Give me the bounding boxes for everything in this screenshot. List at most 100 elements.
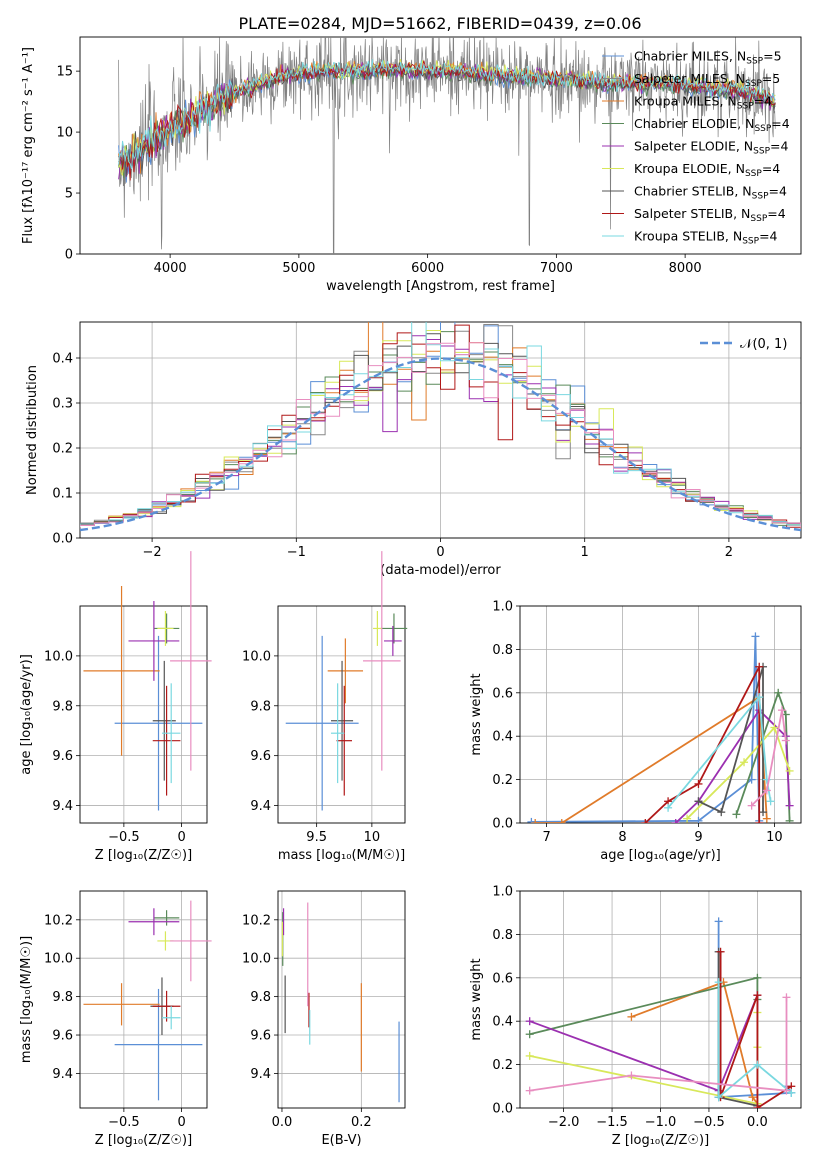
spectrum-model-line [118,59,776,170]
legend-label: Kroupa ELODIE, NSSP=4 [634,161,780,179]
plus-marker [694,797,703,806]
x-tick-label: −1 [287,545,306,560]
x-tick-label: 0.0 [747,1115,768,1130]
data-point [157,610,174,646]
x-tick-label: 0 [436,545,444,560]
x-tick-label: 8 [618,830,626,845]
x-tick-label: −1.0 [645,1115,677,1130]
data-point [152,660,176,781]
histogram-salpeter-stelib [80,324,801,529]
plus-marker [755,819,764,823]
plus-marker [664,803,673,812]
plus-marker [740,758,749,767]
weight-line [717,982,792,1100]
plus-marker [785,816,794,823]
plus-marker [525,1030,534,1039]
plus-marker [747,801,756,810]
plus-marker [766,797,775,806]
plus-marker [714,917,723,926]
y-tick-label: 0.1 [52,487,73,502]
y-tick-label: 0.8 [492,643,513,658]
age-vs-mass-points [285,551,408,811]
x-tick-label: −0.5 [108,830,140,845]
y-tick-label: 1.0 [492,600,513,615]
x-tick-label: 7000 [540,261,573,276]
x-axis-label: age [log₁₀(age/yr)] [600,848,721,863]
x-axis-label: Z [log₁₀(Z/Z☉)] [95,848,192,863]
data-point [331,683,345,784]
plus-marker [778,706,787,715]
plus-marker [782,1086,791,1095]
legend-label: Chabrier ELODIE, NSSP=4 [634,116,790,134]
plus-marker [785,801,794,810]
data-point [170,551,212,771]
x-tick-label: 4000 [154,261,187,276]
plus-marker [782,993,791,1002]
data-point [114,635,203,811]
y-tick-label: 9.4 [52,799,73,814]
weight-vs-Z-series [525,917,796,1108]
x-tick-label: 8000 [669,261,702,276]
y-tick-label: 9.6 [250,749,271,764]
y-tick-label: 0.4 [492,730,513,745]
data-point [384,625,402,656]
y-tick-label: 10.0 [44,649,73,664]
x-axis-label: E(B-V) [321,1133,361,1148]
weight-vs-Z-frame [519,890,802,1109]
data-point [327,638,364,704]
age-vs-mass-axes: 9.5 10 9.4 9.6 9.8 10.0 mass [log₁₀(M/M☉)] [242,605,406,863]
y-tick-label: 9.6 [52,1029,73,1044]
mass-vs-EBV-axes: 0.0 0.2 9.4 9.6 9.8 10.0 10.2 E(B-V) [242,890,406,1148]
data-point [285,635,359,811]
y-tick-label: 0.3 [52,397,73,412]
data-point [153,910,180,926]
plus-marker [753,1104,762,1108]
y-tick-label: 9.8 [52,699,73,714]
age-vs-Z-frame [79,605,208,824]
y-tick-label: 10.0 [44,952,73,967]
gaussian-curve [80,357,801,532]
x-tick-label: −0.5 [108,1115,140,1130]
legend-label: 𝒩(0, 1) [740,337,787,352]
y-tick-label: 0.0 [492,817,513,832]
y-tick-label: 0.2 [492,1058,513,1073]
y-tick-label: 15 [56,65,73,80]
spectrum-frame [79,36,802,255]
data-point [83,983,160,1026]
data-point [161,1006,181,1030]
plus-marker [641,819,650,823]
data-point [152,990,181,1022]
plus-marker [694,816,703,823]
y-tick-label: 9.8 [250,990,271,1005]
data-point [83,586,160,756]
data-point [152,685,181,796]
legend-label: Salpeter STELIB, NSSP=4 [634,206,786,224]
data-point [372,610,382,646]
weight-vs-age-series [527,632,794,823]
x-axis-label: Z [log₁₀(Z/Z☉)] [612,1133,709,1148]
x-tick-label: 1 [581,545,589,560]
plus-marker [755,662,764,671]
y-axis-label: mass [log₁₀(M/M☉)] [19,936,34,1063]
y-tick-label: 9.4 [250,799,271,814]
plus-marker [781,736,790,745]
y-tick-label: 0.2 [52,442,73,457]
mass-vs-EBV-frame [277,890,406,1109]
figure-title: PLATE=0284, MJD=51662, FIBERID=0439, z=0… [238,14,641,33]
plus-marker [557,819,566,823]
weight-line [535,695,768,823]
weight-line [750,710,787,807]
x-tick-label: 10 [766,830,783,845]
x-tick-label: 0.2 [351,1115,372,1130]
x-axis-label: wavelength [Angstrom, rest frame] [326,279,555,294]
y-tick-label: 10.0 [242,952,271,967]
plus-marker [525,1086,534,1095]
y-axis-label: Flux [fλ10⁻¹⁷ erg cm⁻² s⁻¹ A⁻¹] [21,47,36,244]
residuals-axes: −2 −1 0 1 2 0.0 0.1 0.2 0.3 0.4 (data-model)/error… [25,321,802,578]
y-axis-label: mass weight [469,958,484,1040]
x-tick-label: 5000 [282,261,315,276]
data-point [336,685,352,796]
mass-vs-Z-frame [79,890,208,1109]
y-tick-label: 5 [65,187,73,202]
age-vs-mass-frame [277,605,406,824]
